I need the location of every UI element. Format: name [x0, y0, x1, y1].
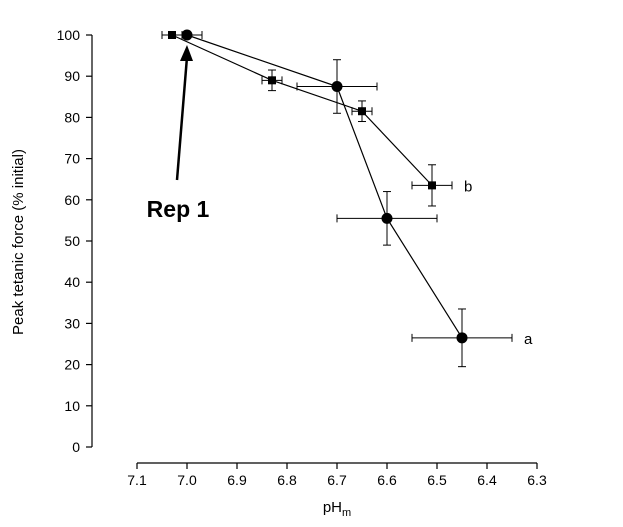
x-tick-label: 6.5	[427, 472, 447, 488]
y-tick-label: 30	[64, 315, 80, 331]
y-tick-label: 50	[64, 233, 80, 249]
data-point	[456, 332, 468, 344]
x-tick-label: 6.3	[527, 472, 547, 488]
data-point	[268, 76, 276, 85]
y-tick-label: 90	[64, 68, 80, 84]
annotation-arrow-shaft	[175, 56, 189, 181]
x-tick-label: 6.8	[277, 472, 297, 488]
series-a: a	[171, 29, 533, 368]
x-tick-label: 7.1	[127, 472, 147, 488]
data-point	[381, 212, 393, 224]
y-tick-label: 80	[64, 109, 80, 125]
axes: 0 10 20 30 40 50 60 70 80 90 100 7.1 7.0 6.9 6.8 6.7 6.6…	[57, 27, 547, 488]
y-tick-label: 20	[64, 357, 80, 373]
data-point	[181, 29, 193, 41]
series-line	[171, 34, 433, 186]
series-layer: ab	[161, 29, 533, 368]
y-tick-label: 0	[72, 439, 80, 455]
data-point	[331, 81, 343, 92]
series-b: b	[161, 31, 472, 207]
data-point	[358, 107, 366, 116]
x-tick-label: 6.4	[477, 472, 497, 488]
x-axis-label-subscript: m	[342, 507, 351, 519]
x-tick-label: 6.9	[227, 472, 247, 488]
x-tick-label: 6.7	[327, 472, 347, 488]
series-label-b: b	[464, 178, 472, 195]
y-tick-label: 40	[64, 274, 80, 290]
series-label-a: a	[524, 331, 533, 348]
x-axis-label: pHm	[323, 499, 351, 519]
data-point	[168, 31, 176, 39]
y-tick-label: 70	[64, 151, 80, 167]
series-line	[186, 34, 463, 339]
data-point	[428, 181, 436, 190]
x-axis-label-main: pH	[323, 499, 342, 516]
x-tick-label: 7.0	[177, 472, 197, 488]
annotation-label: Rep 1	[147, 196, 210, 222]
y-tick-label: 60	[64, 192, 80, 208]
annotation-arrowhead	[180, 45, 193, 61]
y-tick-label: 100	[57, 27, 81, 43]
y-axis-label: Peak tetanic force (% initial)	[10, 149, 27, 335]
y-tick-label: 10	[64, 398, 80, 414]
annotation-layer: Rep 1	[147, 45, 210, 222]
x-tick-label: 6.6	[377, 472, 397, 488]
